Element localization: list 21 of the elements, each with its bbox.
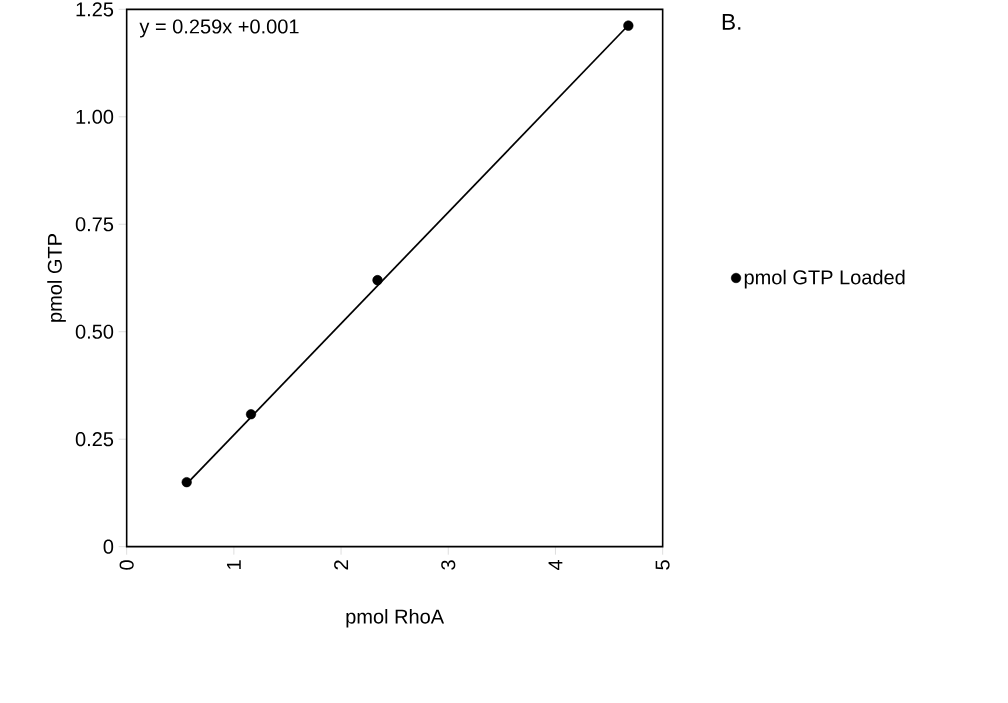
y-axis-title: pmol GTP bbox=[47, 234, 66, 322]
legend-label: pmol GTP Loaded bbox=[744, 269, 905, 289]
point bbox=[372, 275, 383, 286]
text: B. bbox=[722, 14, 741, 30]
point bbox=[623, 20, 634, 31]
y-tick-label: 0.25 bbox=[75, 432, 114, 447]
x-tick-label: 5 bbox=[655, 560, 670, 570]
y-tick-label: 0.50 bbox=[75, 324, 114, 339]
x-tick-label: 4 bbox=[548, 560, 563, 571]
annotation: y = 0.259x +0.001 bbox=[139, 19, 299, 38]
y-tick-label: 0.75 bbox=[75, 217, 114, 232]
y-tick-label: 1.25 bbox=[76, 2, 114, 17]
y-tick-label: 1.00 bbox=[76, 109, 114, 125]
x-axis-title: pmol RhoA bbox=[346, 609, 445, 628]
y-tick-label: 0 bbox=[103, 539, 114, 554]
x-tick-label: 2 bbox=[334, 560, 349, 570]
x-tick-label: 1 bbox=[226, 560, 241, 570]
point bbox=[181, 477, 192, 488]
x-tick-label: 0 bbox=[119, 560, 134, 570]
x-tick-label: 3 bbox=[441, 560, 456, 570]
point bbox=[245, 409, 257, 420]
